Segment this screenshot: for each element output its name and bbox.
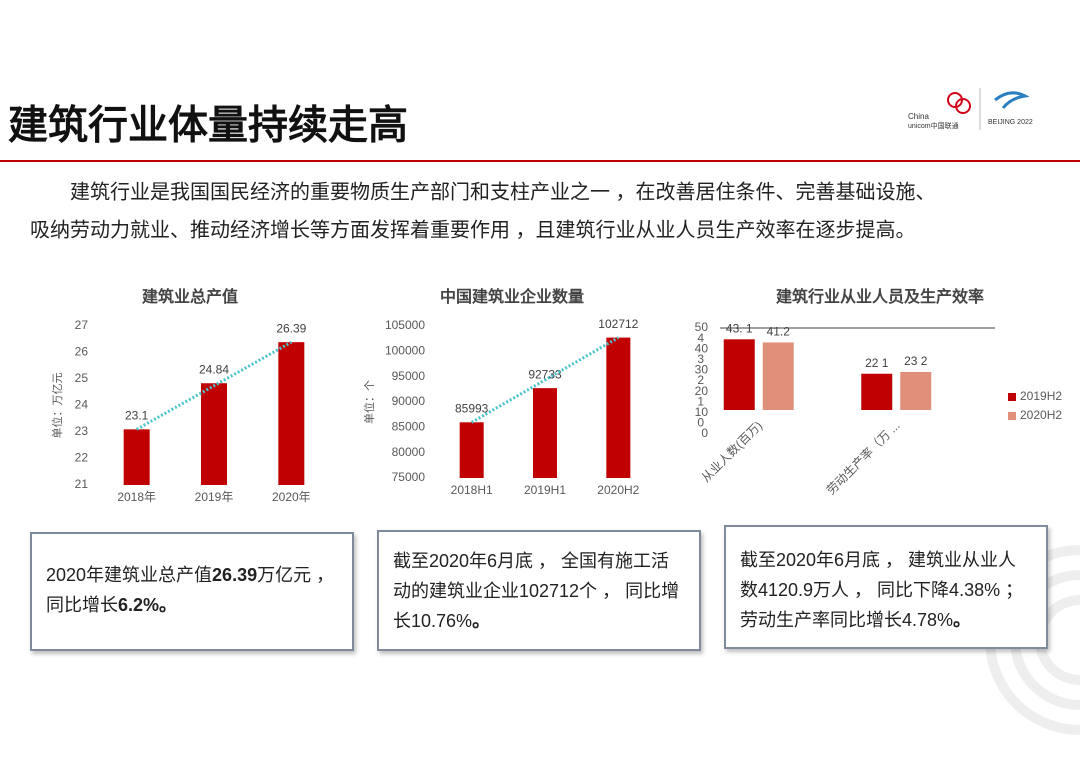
y-tick-label: 20 bbox=[695, 384, 709, 398]
note-text: 26.39 bbox=[212, 565, 258, 585]
logo: China unicom中国联通 BEIJING 2022 bbox=[908, 88, 1033, 130]
y2-tick-label: 4 bbox=[697, 331, 704, 345]
logo-name: unicom中国联通 bbox=[908, 121, 959, 130]
value-label: 23 2 bbox=[904, 354, 928, 368]
value-label: 23.1 bbox=[125, 409, 149, 423]
value-label: 26.39 bbox=[276, 321, 306, 335]
bar bbox=[900, 371, 932, 410]
logo-emblem bbox=[994, 91, 1030, 109]
y-tick-label: 21 bbox=[75, 477, 89, 491]
value-label: 24.84 bbox=[199, 362, 229, 376]
value-label: 92733 bbox=[528, 367, 562, 381]
y-axis-label: 单位：个 bbox=[362, 380, 376, 424]
y2-tick-label: 2 bbox=[697, 373, 704, 387]
y-axis-label: 单位：万亿元 bbox=[50, 373, 64, 439]
chart-title: 建筑行业从业人员及生产效率 bbox=[776, 287, 984, 306]
x-tick-label: 2020H2 bbox=[597, 483, 639, 497]
note-text: 截至2020年6月底 ， 全国有施工活动的建筑业企业102712个 ， 同比增长… bbox=[393, 551, 680, 631]
bar bbox=[201, 383, 227, 485]
note-box: 截至2020年6月底 ， 建筑业从业人数4120.9万人 ， 同比下降4.38%… bbox=[724, 525, 1048, 649]
y-tick-label: 40 bbox=[695, 341, 709, 355]
y-tick-label: 85000 bbox=[392, 420, 426, 434]
y2-tick-label: 3 bbox=[697, 352, 704, 366]
bar bbox=[533, 388, 557, 478]
note-text: 。 bbox=[953, 610, 972, 630]
slide-title: 建筑行业体量持续走高 bbox=[8, 104, 408, 148]
note-text: 万亿元 ， 同比增长 bbox=[46, 565, 335, 615]
logo-knot bbox=[955, 98, 971, 114]
x-tick-label: 2020年 bbox=[272, 490, 311, 504]
y2-tick-label: 1 bbox=[697, 394, 704, 408]
note-text: 6.2%。 bbox=[118, 595, 178, 615]
x-tick-label: 劳动生产率（万 ... bbox=[823, 418, 902, 497]
bar bbox=[123, 429, 150, 485]
bar bbox=[606, 337, 631, 478]
y-tick-label: 24 bbox=[75, 398, 89, 412]
trendline bbox=[135, 340, 293, 431]
y-tick-label: 0 bbox=[701, 426, 708, 440]
trendline bbox=[470, 336, 620, 424]
y-tick-label: 30 bbox=[695, 363, 709, 377]
y-tick-label: 105000 bbox=[385, 318, 425, 332]
logo-event: BEIJING 2022 bbox=[988, 119, 1033, 126]
x-tick-label: 从业人数(百万) bbox=[698, 418, 765, 485]
y-tick-label: 10 bbox=[695, 405, 709, 419]
logo-brand: China bbox=[908, 112, 929, 121]
x-tick-label: 2018H1 bbox=[451, 483, 493, 497]
bar bbox=[723, 339, 755, 410]
value-label: 85993 bbox=[455, 401, 489, 415]
y-tick-label: 26 bbox=[75, 345, 89, 359]
note-box: 截至2020年6月底 ， 全国有施工活动的建筑业企业102712个 ， 同比增长… bbox=[377, 530, 701, 651]
legend-label: 2020H2 bbox=[1020, 408, 1062, 422]
chart-title: 建筑业总产值 bbox=[142, 287, 238, 306]
y-tick-label: 23 bbox=[75, 424, 89, 438]
value-label: 22 1 bbox=[865, 356, 889, 370]
legend-label: 2019H2 bbox=[1020, 389, 1062, 403]
value-label: 41.2 bbox=[767, 325, 791, 339]
y-tick-label: 27 bbox=[75, 318, 89, 332]
value-label: 43. 1 bbox=[726, 321, 753, 335]
y-tick-label: 100000 bbox=[385, 344, 425, 358]
y-tick-label: 22 bbox=[75, 451, 89, 465]
bar bbox=[278, 342, 305, 485]
y-tick-label: 75000 bbox=[392, 470, 426, 484]
note-box: 2020年建筑业总产值26.39万亿元 ， 同比增长6.2%。 bbox=[30, 532, 354, 651]
y-tick-label: 50 bbox=[695, 320, 709, 334]
chart-title: 中国建筑业企业数量 bbox=[440, 287, 584, 306]
intro-line: 建筑行业是我国国民经济的重要物质生产部门和支柱产业之一 ，在改善居住条件、完善基… bbox=[70, 180, 936, 203]
x-tick-label: 2019H1 bbox=[524, 483, 566, 497]
y-tick-label: 90000 bbox=[392, 394, 426, 408]
y-tick-label: 25 bbox=[75, 371, 89, 385]
legend-swatch bbox=[1008, 412, 1016, 420]
x-tick-label: 2019年 bbox=[195, 490, 234, 504]
legend-swatch bbox=[1008, 393, 1016, 401]
note-text: 。 bbox=[472, 611, 491, 631]
note-text: 截至2020年6月底 ， 建筑业从业人数4120.9万人 ， 同比下降4.38%… bbox=[740, 550, 1024, 630]
bar bbox=[762, 342, 794, 410]
bar bbox=[861, 373, 893, 410]
y-tick-label: 80000 bbox=[392, 445, 426, 459]
intro-line: 吸纳劳动力就业、推动经济增长等方面发挥着重要作用 ，且建筑行业从业人员生产效率在… bbox=[30, 218, 916, 241]
value-label: 102712 bbox=[598, 317, 638, 331]
x-tick-label: 2018年 bbox=[117, 490, 156, 504]
bar bbox=[459, 422, 484, 478]
note-text: 2020年建筑业总产值 bbox=[46, 565, 213, 585]
y2-tick-label: 0 bbox=[697, 416, 704, 430]
y-tick-label: 95000 bbox=[392, 369, 426, 383]
